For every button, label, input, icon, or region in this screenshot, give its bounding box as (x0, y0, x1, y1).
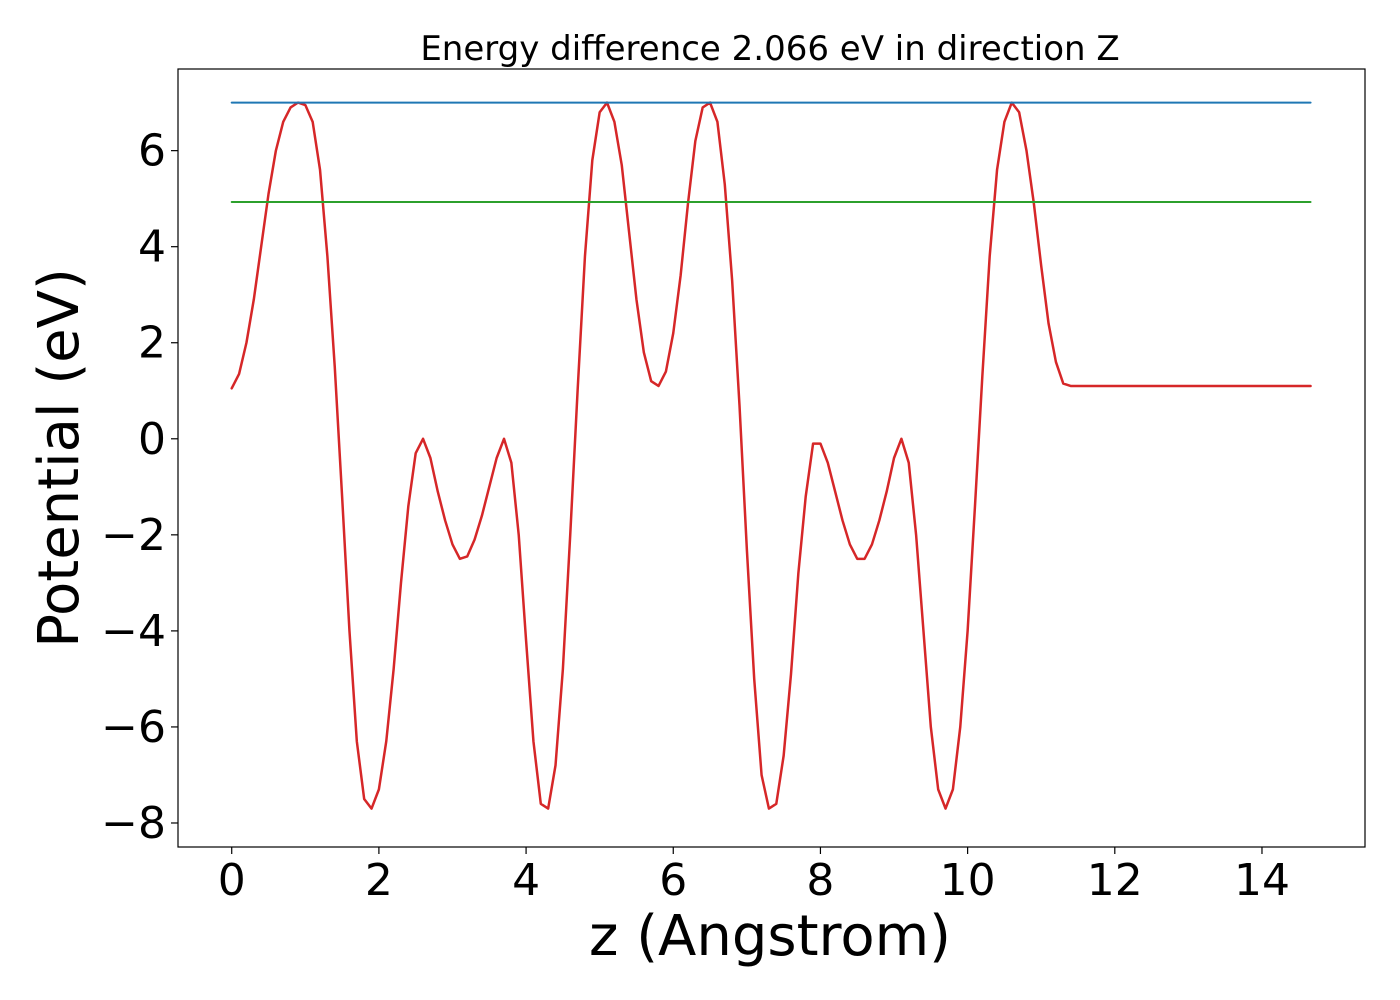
y-tick-label: −4 (101, 606, 166, 657)
y-axis-ticks: −8 −6 −4 −2 0 2 4 6 (101, 126, 178, 849)
y-tick-label: −2 (101, 510, 166, 561)
y-tick-label: −6 (101, 702, 166, 753)
plot-area-frame (177, 68, 1366, 848)
series-layer (230, 101, 1312, 810)
y-axis-label: Potential (eV) (27, 268, 92, 648)
x-tick-label: 14 (1234, 855, 1290, 906)
x-tick-label: 8 (806, 855, 834, 906)
x-axis-ticks: 0 2 4 6 8 10 12 14 (218, 847, 1290, 906)
chart-title: Energy difference 2.066 eV in direction … (420, 29, 1119, 69)
x-tick-label: 2 (365, 855, 393, 906)
y-tick-label: 2 (138, 318, 166, 369)
x-tick-label: 4 (512, 855, 540, 906)
x-tick-label: 12 (1087, 855, 1143, 906)
x-tick-label: 10 (940, 855, 996, 906)
y-tick-label: 6 (138, 126, 166, 177)
y-tick-label: 0 (138, 414, 166, 465)
x-tick-label: 6 (659, 855, 687, 906)
y-tick-label: −8 (101, 798, 166, 849)
x-tick-label: 0 (218, 855, 246, 906)
x-axis-label: z (Angstrom) (589, 904, 951, 969)
y-tick-label: 4 (138, 222, 166, 273)
series-line-red (230, 101, 1312, 810)
